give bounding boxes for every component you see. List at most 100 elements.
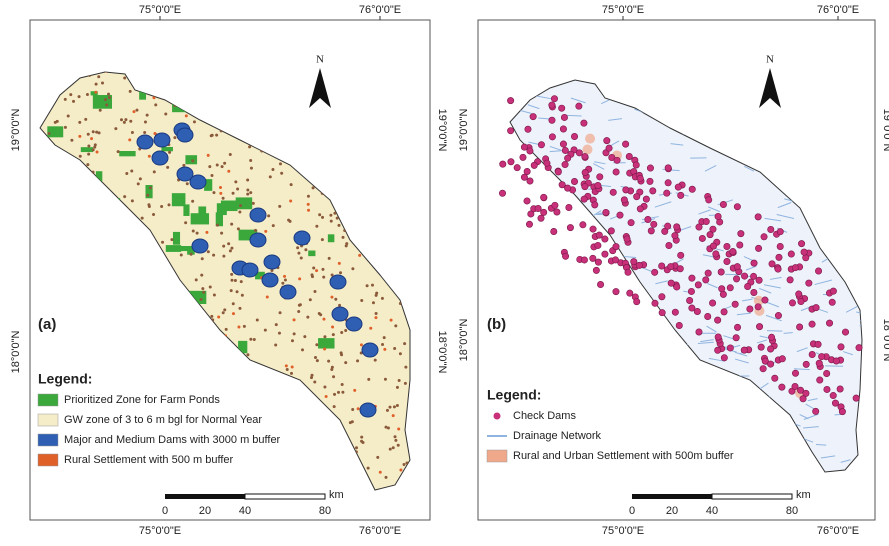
check-dam	[803, 361, 809, 367]
check-dam	[535, 205, 541, 211]
check-dam	[622, 141, 628, 147]
settlement	[330, 296, 333, 299]
check-dam	[675, 184, 681, 190]
settlement	[394, 435, 397, 438]
settlement	[210, 315, 213, 318]
check-dam	[751, 260, 757, 266]
check-dam	[689, 186, 695, 192]
drainage	[816, 445, 826, 446]
check-dam	[606, 145, 612, 151]
check-dam	[796, 291, 802, 297]
check-dam	[544, 160, 550, 166]
settlement	[374, 316, 377, 319]
settlement	[191, 159, 194, 162]
settlement	[222, 311, 225, 314]
check-dam	[500, 161, 506, 167]
check-dam	[613, 243, 619, 249]
check-dam	[741, 347, 747, 353]
settlement	[232, 192, 235, 195]
settlement	[367, 467, 370, 470]
settlement	[79, 155, 82, 158]
settlement	[234, 180, 237, 183]
check-dam	[678, 192, 684, 198]
settlement	[339, 271, 342, 274]
settlement	[78, 135, 81, 138]
settlement	[385, 476, 388, 479]
settlement	[321, 238, 324, 241]
farm-pond-zone	[172, 193, 186, 206]
check-dam	[686, 297, 692, 303]
settlement	[186, 182, 189, 185]
check-dam	[792, 383, 798, 389]
check-dam	[750, 273, 756, 279]
check-dam	[751, 289, 757, 295]
settlement	[333, 393, 336, 396]
settlement	[367, 378, 370, 381]
settlement	[200, 274, 203, 277]
settlement	[90, 137, 93, 140]
settlement	[99, 109, 102, 112]
drainage	[767, 331, 782, 332]
check-dam	[833, 358, 839, 364]
settlement	[92, 148, 95, 151]
check-dam	[566, 204, 572, 210]
check-dam	[674, 284, 680, 290]
settlement	[358, 254, 361, 257]
check-dam	[713, 251, 719, 257]
settlement	[375, 312, 378, 315]
settlement	[105, 104, 108, 107]
farm-pond-zone	[119, 151, 135, 156]
settlement	[321, 268, 324, 271]
scale-unit: km	[796, 489, 811, 501]
check-dam	[551, 228, 557, 234]
settlement	[130, 170, 133, 173]
check-dam	[733, 335, 739, 341]
settlement	[141, 217, 144, 220]
settlement	[182, 164, 185, 167]
check-dam	[531, 162, 537, 168]
check-dam	[603, 209, 609, 215]
settlement	[330, 220, 333, 223]
settlement	[123, 121, 126, 124]
settlement	[315, 343, 318, 346]
settlement	[338, 262, 341, 265]
check-dam	[590, 255, 596, 261]
dam	[152, 151, 168, 165]
check-dam	[628, 219, 634, 225]
legend-symbol	[487, 450, 507, 462]
check-dam	[747, 306, 753, 312]
settlement	[229, 249, 232, 252]
settlement	[222, 255, 225, 258]
settlement	[281, 282, 284, 285]
settlement	[323, 348, 326, 351]
settlement	[297, 252, 300, 255]
check-dam	[627, 290, 633, 296]
longitude-label: 76°0'0"E	[817, 525, 859, 537]
settlement	[195, 278, 198, 281]
dam	[250, 233, 266, 247]
settlement	[160, 205, 163, 208]
settlement	[144, 121, 147, 124]
check-dam	[812, 408, 818, 414]
settlement	[208, 165, 211, 168]
check-dam	[724, 258, 730, 264]
settlement	[86, 93, 89, 96]
settlement	[69, 93, 72, 96]
check-dam	[581, 196, 587, 202]
dam	[346, 317, 362, 331]
check-dam	[768, 226, 774, 232]
check-dam	[705, 313, 711, 319]
check-dam	[775, 266, 781, 272]
settlement	[94, 91, 97, 94]
settlement	[309, 298, 312, 301]
check-dam	[830, 288, 836, 294]
settlement	[70, 139, 73, 142]
settlement	[87, 144, 90, 147]
settlement	[246, 193, 249, 196]
check-dam	[554, 209, 560, 215]
scale-unit: km	[329, 489, 344, 501]
check-dam	[637, 175, 643, 181]
settlement	[173, 136, 176, 139]
latitude-label: 18°0'0"N	[10, 331, 22, 374]
dam	[154, 133, 170, 147]
